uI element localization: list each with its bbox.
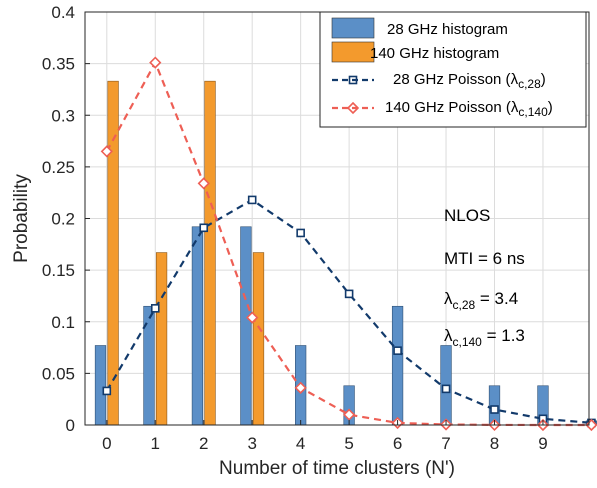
legend-28-poisson-name: 28 GHz Poisson (393, 71, 501, 88)
annotation-lambda-140-symbol: λ (444, 326, 453, 345)
marker-140ghz-poisson (197, 177, 210, 190)
y-tick-label: 0.3 (51, 106, 75, 125)
x-tick-label: 5 (344, 434, 353, 453)
annotation-lambda-28: λc,28 = 3.4 (444, 289, 518, 312)
legend-label-28-poisson: 28 GHz Poisson (λc,28) (393, 71, 546, 91)
y-axis-label: Probability (11, 174, 32, 263)
y-tick-label: 0.05 (42, 364, 75, 383)
legend-swatch-140-histogram (331, 41, 375, 63)
marker-140ghz-poisson (246, 311, 259, 324)
legend-label-28-histogram: 28 GHz histogram (387, 21, 508, 38)
tick-labels: 0 1 2 3 4 5 6 7 8 9 0 0.05 0.1 0.15 0.2 0.25 0.3 0.35 0.4 (42, 3, 548, 453)
marker-28ghz-poisson (490, 405, 499, 414)
line-28ghz-poisson (105, 198, 592, 424)
marker-140ghz-poisson (100, 145, 113, 158)
marker-28ghz-poisson (102, 386, 112, 396)
marker-28ghz-poisson (441, 384, 451, 394)
marker-28ghz-poisson (150, 304, 160, 313)
legend-140-poisson-lambda: λ (511, 99, 519, 116)
marker-28ghz-poisson (199, 223, 209, 233)
ticks (85, 11, 544, 426)
legend-28-poisson-close: ) (541, 71, 546, 88)
bar-28ghz (94, 345, 107, 426)
legend-28-poisson-open: ( (501, 71, 510, 88)
bar-28ghz (240, 226, 252, 426)
legend-swatch-28-histogram (331, 17, 375, 39)
legend-140-poisson-open: ( (502, 99, 511, 116)
x-tick-label: 0 (102, 434, 111, 453)
legend-140-poisson-name: 140 GHz Poisson (385, 99, 502, 116)
bar-28ghz (191, 226, 204, 426)
x-tick-label: 7 (441, 434, 450, 453)
y-tick-label: 0.35 (42, 55, 75, 74)
marker-28ghz-poisson (296, 228, 305, 238)
bar-140ghz (252, 252, 265, 426)
bar-140ghz (107, 80, 119, 426)
x-tick-label: 4 (296, 434, 305, 453)
y-tick-label: 0.4 (51, 3, 75, 22)
legend-140-poisson-sub: c,140 (518, 105, 548, 119)
marker-140ghz-poisson (294, 381, 307, 394)
x-tick-label: 6 (393, 434, 402, 453)
marker-28ghz-poisson (393, 346, 402, 355)
marker-28ghz-poisson (247, 195, 257, 205)
y-tick-label: 0.15 (42, 261, 75, 280)
x-axis-label: Number of time clusters (N') (219, 458, 455, 479)
legend-marker-140-poisson (346, 101, 360, 115)
y-tick-label: 0 (66, 416, 75, 435)
legend-140-poisson-close: ) (548, 99, 553, 116)
x-tick-label: 2 (199, 434, 208, 453)
legend-marker-28-poisson (348, 75, 358, 85)
x-tick-label: 1 (151, 434, 160, 453)
bar-28ghz (391, 305, 404, 426)
legend-28-poisson-lambda: λ (511, 71, 519, 88)
annotation-lambda-140: λc,140 = 1.3 (444, 326, 525, 349)
x-tick-label: 3 (247, 434, 256, 453)
bar-140ghz (155, 252, 168, 426)
marker-140ghz-poisson (149, 56, 162, 69)
legend-label-140-histogram: 140 GHz histogram (370, 45, 499, 62)
bar-140ghz (204, 80, 216, 426)
annotation-lambda-140-value: = 1.3 (482, 326, 525, 345)
x-tick-label: 9 (538, 434, 547, 453)
legend-label-140-poisson: 140 GHz Poisson (λc,140) (385, 99, 553, 119)
x-tick-label: 8 (490, 434, 499, 453)
y-tick-label: 0.2 (51, 210, 75, 229)
marker-140ghz-poisson (342, 408, 356, 421)
annotation-environment: NLOS (444, 206, 490, 225)
y-tick-label: 0.1 (51, 313, 75, 332)
annotations: NLOS MTI = 6 ns λc,28 = 3.4 λc,140 = 1.3 (444, 206, 525, 349)
annotation-mti: MTI = 6 ns (444, 249, 525, 268)
annotation-lambda-28-symbol: λ (444, 289, 453, 308)
annotation-lambda-140-sub: c,140 (453, 335, 483, 349)
annotation-lambda-28-sub: c,28 (453, 298, 476, 312)
annotation-lambda-28-value: = 3.4 (475, 289, 518, 308)
legend-28-poisson-sub: c,28 (518, 77, 541, 91)
y-tick-label: 0.25 (42, 158, 75, 177)
marker-28ghz-poisson (344, 289, 354, 299)
legend: 28 GHz histogram 140 GHz histogram 28 GH… (319, 11, 587, 128)
